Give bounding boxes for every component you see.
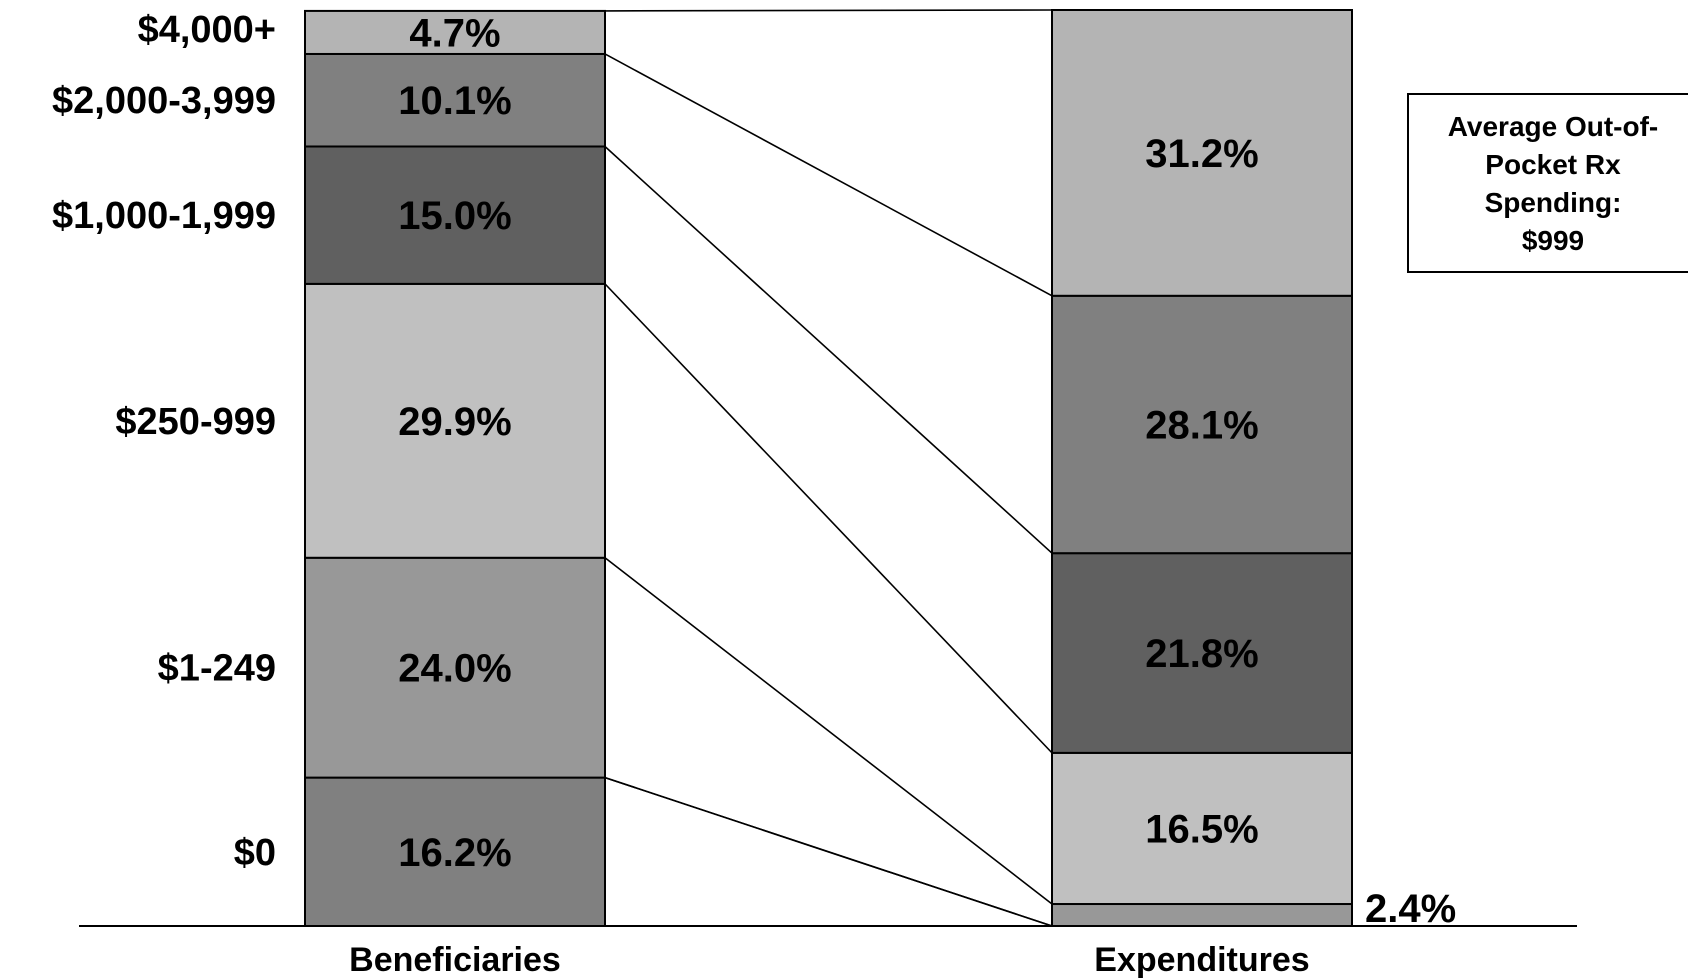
bar-segment-expenditures-1-249 [1051,903,1353,927]
bar-segment-expenditures-250-999 [1051,751,1353,906]
bar-segment-beneficiaries-0 [304,776,606,927]
category-labels: $0 $1-249 $250-999 $1,000-1,999 $2,000-3,999… [52,9,276,874]
connector-line-250-999 [604,283,1053,754]
segment-label-beneficiaries-4-000: 4.7% [409,11,500,55]
note-box [1407,93,1688,273]
bar-segment-beneficiaries-250-999 [304,282,606,559]
series-label-1-249: $1-249 [158,648,276,690]
note-line-2: Pocket Rx [1485,149,1621,180]
segment-label-beneficiaries-250-999: 29.9% [398,400,511,444]
x-axis-label-beneficiaries: Beneficiaries [349,941,561,979]
bar-segment-beneficiaries-1-000-1-999 [304,145,606,285]
series-label-1-000-1-999: $1,000-1,999 [52,195,276,237]
connector-line-1-249 [604,557,1053,905]
segment-labels: 16.2% 24.0% 29.9% 15.0% 10.1% 4.7% 2.4% 16.5% 21… [398,11,1456,931]
segment-label-expenditures-250-999: 16.5% [1145,807,1258,851]
x-axis-labels: Beneficiaries Expenditures [349,941,1310,979]
bar-segment-beneficiaries-2-000-3-999 [304,52,606,148]
x-axis-label-expenditures: Expenditures [1094,941,1309,979]
segment-label-beneficiaries-1-000-1-999: 15.0% [398,194,511,238]
connector-line-top [604,9,1053,12]
segment-label-expenditures-4-000: 31.2% [1145,132,1258,176]
series-label-0: $0 [234,832,276,874]
bar-segment-beneficiaries-4-000 [304,9,606,55]
segment-label-beneficiaries-2-000-3-999: 10.1% [398,79,511,123]
bar-segment-expenditures-1-000-1-999 [1051,552,1353,754]
bar-segments [304,9,1353,927]
connector-line-2-000-3-999 [604,53,1053,297]
series-label-4-000: $4,000+ [138,9,276,51]
series-label-250-999: $250-999 [115,401,276,443]
series-label-2-000-3-999: $2,000-3,999 [52,80,276,122]
connector-lines [604,9,1053,927]
segment-label-beneficiaries-1-249: 24.0% [398,647,511,691]
segment-label-beneficiaries-0: 16.2% [398,831,511,875]
segment-label-expenditures-2-000-3-999: 28.1% [1145,403,1258,447]
bar-segment-expenditures-4-000 [1051,9,1353,297]
connector-line-base [604,776,1053,927]
average-spending-note: Average Out-of- Pocket Rx Spending: $999 [1407,93,1688,273]
note-line-1: Average Out-of- [1448,111,1659,142]
bar-segment-expenditures-2-000-3-999 [1051,294,1353,555]
segment-label-expenditures-1-000-1-999: 21.8% [1145,632,1258,676]
segment-label-expenditures-1-249: 2.4% [1365,887,1456,931]
note-line-3: Spending: [1485,187,1622,218]
note-line-4: $999 [1522,225,1584,256]
connector-line-1-000-1-999 [604,145,1053,554]
